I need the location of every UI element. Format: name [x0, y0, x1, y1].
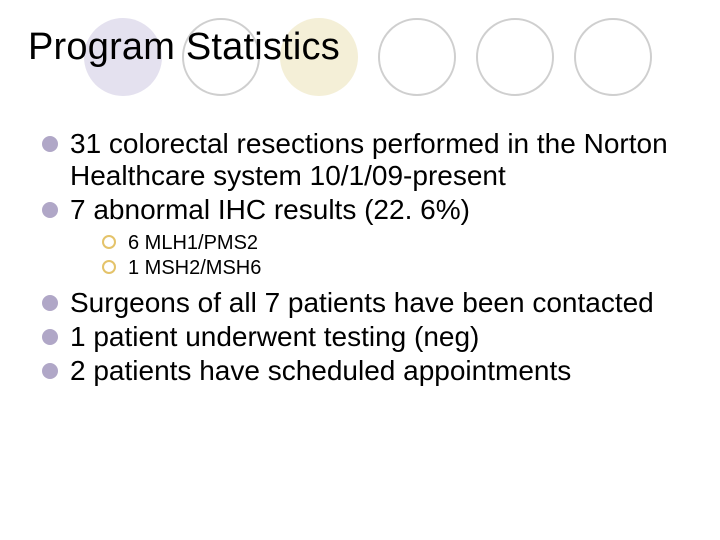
bullet-text: Surgeons of all 7 patients have been con…	[70, 287, 654, 318]
bullet-item: 1 patient underwent testing (neg)	[42, 321, 690, 353]
bullet-item: 31 colorectal resections performed in th…	[42, 128, 690, 192]
sub-bullet-item: 6 MLH1/PMS2	[102, 231, 690, 256]
bullet-text: 7 abnormal IHC results (22. 6%)	[70, 194, 470, 225]
bullet-text: 2 patients have scheduled appointments	[70, 355, 571, 386]
deco-circle-4	[378, 18, 456, 96]
bullet-list-level1: 31 colorectal resections performed in th…	[42, 128, 690, 387]
bullet-text: 31 colorectal resections performed in th…	[70, 128, 668, 191]
sub-bullet-text: 1 MSH2/MSH6	[128, 257, 261, 279]
slide-title: Program Statistics	[28, 26, 340, 69]
bullet-item: Surgeons of all 7 patients have been con…	[42, 287, 690, 319]
sub-bullet-text: 6 MLH1/PMS2	[128, 232, 258, 254]
slide-content: 31 colorectal resections performed in th…	[42, 128, 690, 389]
deco-circle-6	[574, 18, 652, 96]
bullet-item: 2 patients have scheduled appointments	[42, 355, 690, 387]
bullet-item: 7 abnormal IHC results (22. 6%) 6 MLH1/PM…	[42, 194, 690, 280]
sub-bullet-item: 1 MSH2/MSH6	[102, 256, 690, 281]
deco-circle-5	[476, 18, 554, 96]
bullet-text: 1 patient underwent testing (neg)	[70, 321, 479, 352]
bullet-list-level2: 6 MLH1/PMS2 1 MSH2/MSH6	[70, 231, 690, 281]
